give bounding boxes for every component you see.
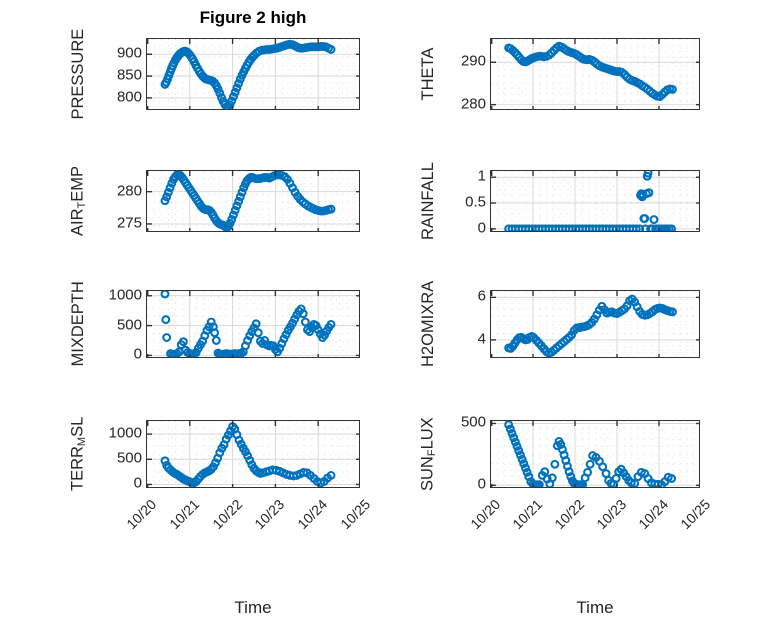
plot-area-rainfall <box>491 171 699 231</box>
ylabel-rest: EMP <box>68 165 87 202</box>
major-grid-theta <box>491 39 699 109</box>
plot-panel-air_temp <box>146 170 360 232</box>
xtick-label-terr_msl: 10/21 <box>166 496 203 533</box>
ytick-label-sun_flux: 500 <box>460 413 486 431</box>
ytick-label-mixdepth: 1000 <box>108 286 142 304</box>
plot-panel-pressure <box>146 38 360 110</box>
ytick-label-rainfall: 0.5 <box>465 193 486 211</box>
plot-area-sun_flux <box>491 421 699 487</box>
axes-box-mixdepth <box>146 290 360 358</box>
ylabel-sun_flux: SUNFLUX <box>418 417 438 491</box>
tick-marks-h2omixra <box>491 291 699 357</box>
xtick-label-terr_msl: 10/23 <box>251 496 288 533</box>
ylabel-base: SUN <box>418 456 437 491</box>
data-series-h2omixra <box>504 294 677 357</box>
plot-panel-sun_flux <box>490 420 700 488</box>
data-series-terr_msl <box>160 422 336 487</box>
plot-panel-mixdepth <box>146 290 360 358</box>
ylabel-subscript: M <box>76 436 88 447</box>
major-grid-rainfall <box>491 171 699 231</box>
xlabel-terr_msl: Time <box>234 598 272 617</box>
ytick-label-pressure: 900 <box>116 44 142 62</box>
data-series-air_temp <box>160 171 336 231</box>
plot-area-air_temp <box>147 171 359 231</box>
ylabel-base: AIR <box>68 208 87 236</box>
ylabel-base: TERR <box>68 446 87 491</box>
xtick-label-terr_msl: 10/25 <box>337 496 374 533</box>
tick-marks-air_temp <box>147 171 359 231</box>
ylabel-theta: THETA <box>419 47 437 101</box>
xtick-label-terr_msl: 10/24 <box>294 496 331 533</box>
ytick-label-sun_flux: 0 <box>477 475 486 493</box>
plot-panel-theta <box>490 38 700 110</box>
plot-area-theta <box>491 39 699 109</box>
figure-title: Figure 2 high <box>199 8 307 27</box>
ylabel-terr_msl: TERRMSL <box>68 417 88 491</box>
ylabel-air_temp: AIRTEMP <box>68 166 88 236</box>
ytick-label-pressure: 850 <box>116 66 142 84</box>
ytick-label-terr_msl: 0 <box>133 474 142 492</box>
data-series-mixdepth <box>160 291 336 357</box>
tick-marks-pressure <box>147 39 359 109</box>
minor-grid-theta <box>491 39 699 109</box>
ylabel-rest: LUX <box>418 417 437 450</box>
plot-area-terr_msl <box>147 421 359 487</box>
plot-panel-h2omixra <box>490 290 700 358</box>
ylabel-rest: SL <box>68 416 87 437</box>
ytick-label-rainfall: 1 <box>477 167 486 185</box>
ytick-label-h2omixra: 4 <box>477 330 486 348</box>
ylabel-h2omixra: H2OMIXRA <box>419 280 437 367</box>
major-grid-h2omixra <box>491 291 699 357</box>
axes-box-terr_msl <box>146 420 360 488</box>
ylabel-subscript: F <box>426 449 438 457</box>
ylabel-mixdepth: MIXDEPTH <box>69 281 87 367</box>
data-series-rainfall <box>504 171 677 231</box>
ytick-label-terr_msl: 500 <box>116 449 142 467</box>
xtick-label-terr_msl: 10/22 <box>208 496 245 533</box>
minor-grid-rainfall <box>491 171 699 231</box>
axes-box-h2omixra <box>490 290 700 358</box>
data-series-pressure <box>160 39 336 109</box>
plot-panel-rainfall <box>490 170 700 232</box>
plot-panel-terr_msl <box>146 420 360 488</box>
xlabel-sun_flux: Time <box>576 598 614 617</box>
plot-area-pressure <box>147 39 359 109</box>
axes-box-rainfall <box>490 170 700 232</box>
ytick-label-air_temp: 280 <box>116 182 142 200</box>
ytick-label-theta: 290 <box>460 52 486 70</box>
ytick-label-air_temp: 275 <box>116 214 142 232</box>
ylabel-pressure: PRESSURE <box>69 28 87 120</box>
ytick-label-mixdepth: 500 <box>116 316 142 334</box>
ytick-label-theta: 280 <box>460 95 486 113</box>
plot-area-h2omixra <box>491 291 699 357</box>
axes-box-sun_flux <box>490 420 700 488</box>
tick-marks-rainfall <box>491 171 699 231</box>
tick-marks-theta <box>491 39 699 109</box>
ytick-label-terr_msl: 1000 <box>108 424 142 442</box>
tick-marks-terr_msl <box>147 421 359 487</box>
ylabel-rainfall: RAINFALL <box>419 162 437 240</box>
ytick-label-pressure: 800 <box>116 88 142 106</box>
data-series-sun_flux <box>504 421 677 487</box>
plot-area-mixdepth <box>147 291 359 357</box>
ytick-label-rainfall: 0 <box>477 219 486 237</box>
axes-box-air_temp <box>146 170 360 232</box>
axes-box-pressure <box>146 38 360 110</box>
ylabel-subscript: T <box>76 201 88 209</box>
data-series-theta <box>504 41 677 102</box>
axes-box-theta <box>490 38 700 110</box>
xtick-label-terr_msl: 10/20 <box>123 496 160 533</box>
ytick-label-h2omixra: 6 <box>477 287 486 305</box>
tick-marks-mixdepth <box>147 291 359 357</box>
ytick-label-mixdepth: 0 <box>133 345 142 363</box>
tick-marks-sun_flux <box>491 421 699 487</box>
